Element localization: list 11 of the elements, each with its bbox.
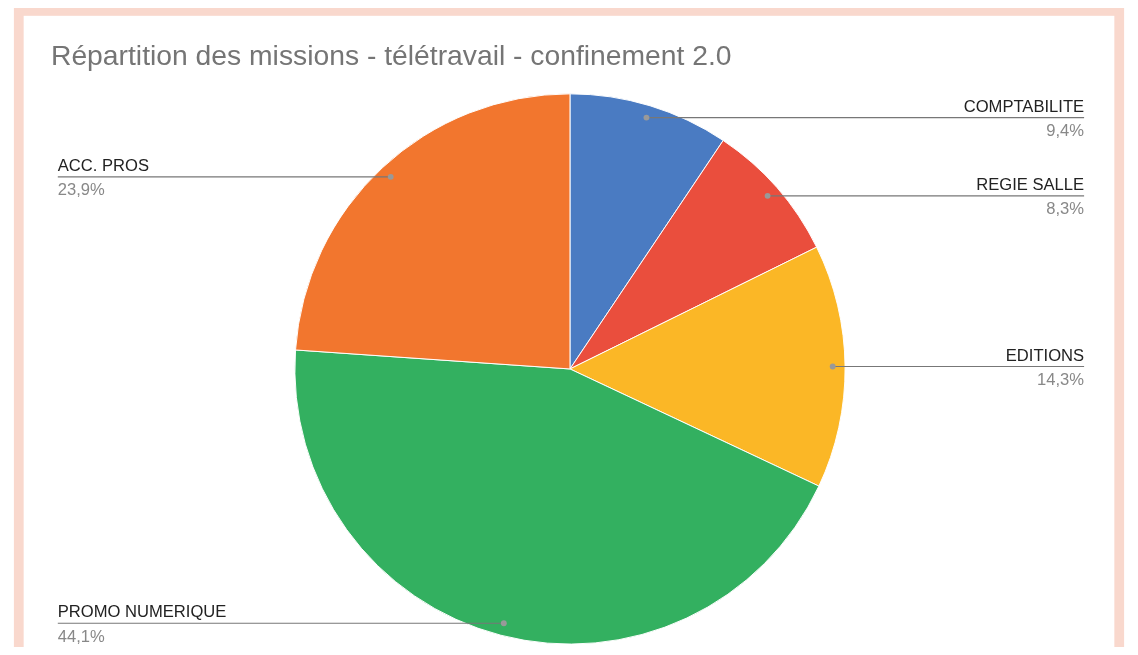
data-label: 44,1% xyxy=(57,626,106,646)
slice-label: COMPTABILITE xyxy=(963,96,1085,116)
slice-label: ACC. PROS xyxy=(57,156,149,176)
slice-label: PROMO NUMERIQUE xyxy=(57,602,227,622)
data-label: 14,3% xyxy=(1037,370,1085,390)
slice-label: EDITIONS xyxy=(1005,345,1085,365)
slice-label: REGIE SALLE xyxy=(976,174,1085,194)
data-label: 23,9% xyxy=(57,180,106,200)
data-label: 9,4% xyxy=(1046,121,1085,141)
chart-title: Répartition des missions - télétravail - confinement 2.0 xyxy=(50,38,732,71)
data-label: 8,3% xyxy=(1046,199,1085,219)
